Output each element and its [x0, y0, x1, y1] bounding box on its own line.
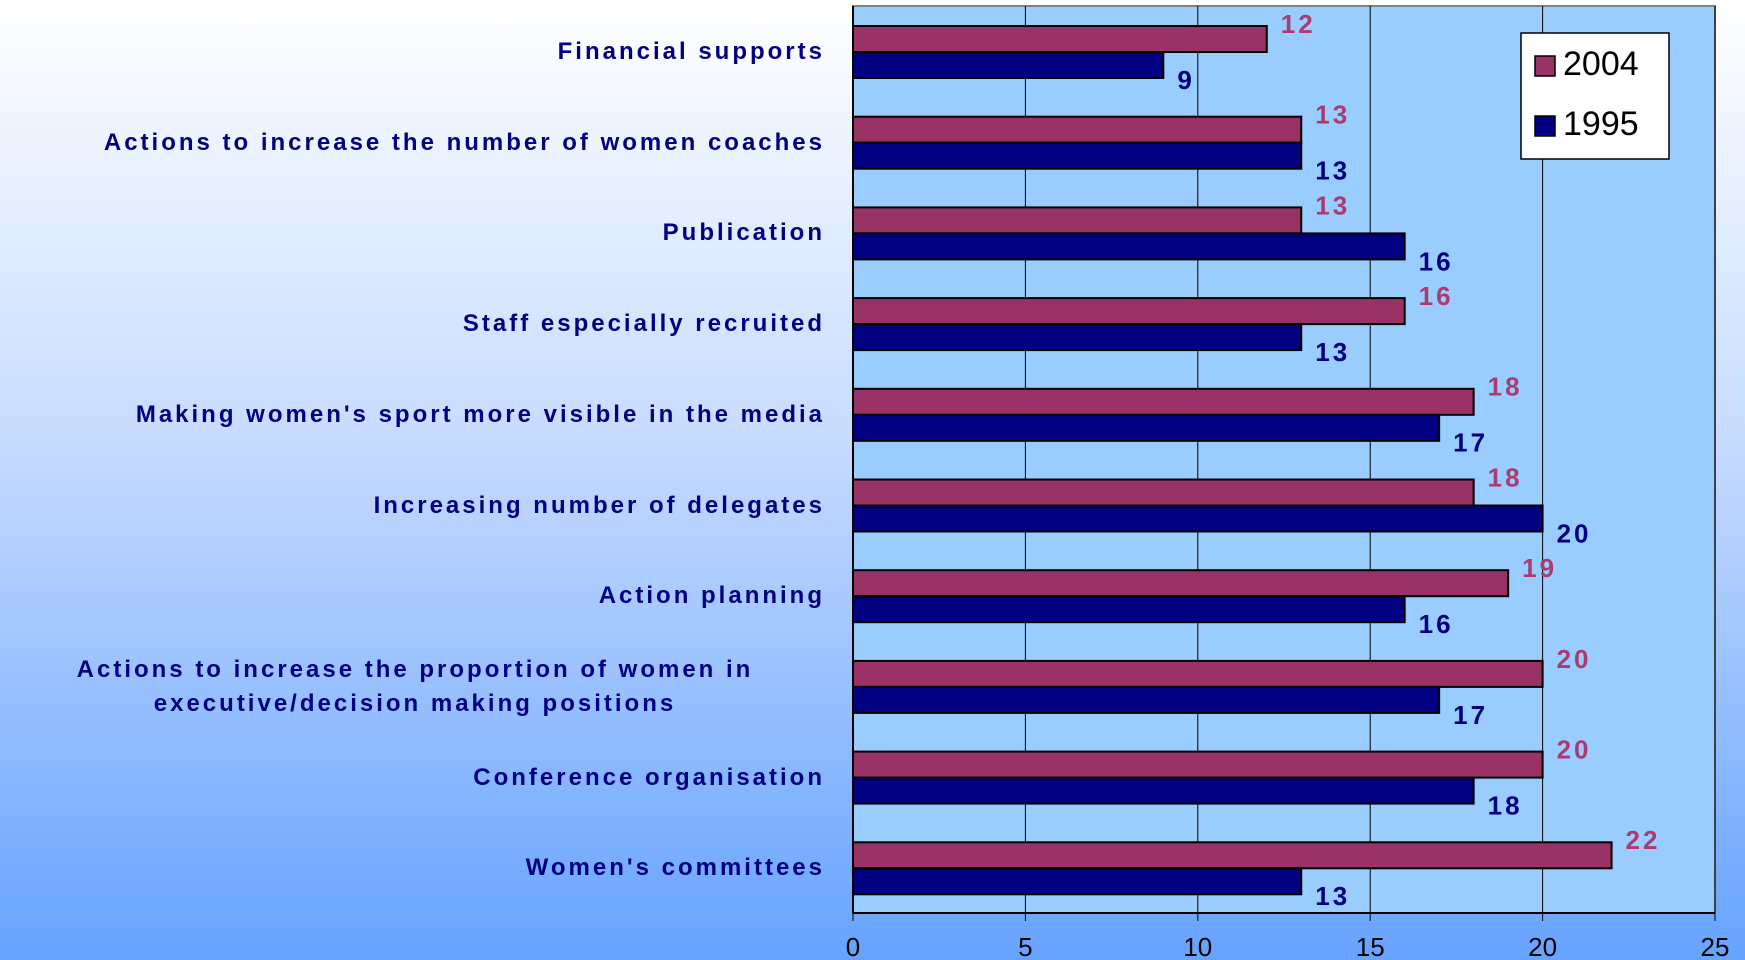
bar	[852, 659, 1544, 688]
data-label: 20	[1557, 734, 1592, 764]
x-tick-label: 10	[1183, 932, 1212, 960]
bar	[852, 750, 1544, 779]
bar	[852, 51, 1165, 79]
bar	[852, 478, 1475, 507]
x-tick-label: 20	[1528, 932, 1557, 960]
data-label: 13	[1315, 156, 1350, 186]
y-tick-label: Women's committees	[525, 854, 825, 882]
data-label: 20	[1557, 644, 1592, 674]
x-tick-label: 25	[1701, 932, 1730, 960]
data-label: 18	[1488, 790, 1523, 820]
x-tick-label: 15	[1356, 932, 1385, 960]
data-label: 16	[1419, 609, 1454, 639]
data-label: 9	[1177, 65, 1194, 95]
y-tick-label: Actions to increase the proportion of wo…	[76, 655, 754, 717]
data-label: 17	[1453, 700, 1488, 730]
y-tick-label: Increasing number of delegates	[373, 491, 825, 519]
bar	[852, 504, 1544, 533]
x-tick-label: 0	[846, 932, 860, 960]
bar	[852, 387, 1475, 416]
bar	[852, 413, 1441, 442]
y-tick-label: Publication	[662, 219, 825, 247]
legend-swatch	[1534, 55, 1556, 77]
y-tick-label: Action planning	[598, 582, 825, 610]
y-tick-label: Conference organisation	[473, 763, 825, 791]
bar	[852, 323, 1303, 352]
bar	[852, 297, 1406, 326]
data-label: 18	[1488, 372, 1523, 402]
data-label: 20	[1557, 518, 1592, 548]
bar	[852, 569, 1510, 598]
bar	[852, 867, 1303, 896]
legend-box	[1520, 32, 1670, 160]
data-label: 19	[1522, 553, 1557, 583]
bar	[852, 141, 1303, 170]
bar	[852, 841, 1613, 870]
data-label: 13	[1315, 190, 1350, 220]
data-label: 22	[1626, 825, 1661, 855]
bar	[852, 206, 1303, 235]
data-label: 16	[1419, 246, 1454, 276]
bar	[852, 595, 1406, 624]
data-label: 18	[1488, 462, 1523, 492]
bar	[852, 685, 1441, 714]
y-tick-label: Financial supports	[557, 38, 825, 65]
x-tick-label: 5	[1018, 932, 1032, 960]
legend-label: 1995	[1563, 105, 1639, 143]
data-label: 17	[1453, 428, 1488, 458]
bar	[852, 115, 1303, 144]
data-label: 13	[1315, 337, 1350, 367]
y-tick-label: Actions to increase the number of women …	[103, 128, 825, 156]
bar	[852, 776, 1475, 805]
data-label: 13	[1315, 100, 1350, 130]
data-label: 12	[1281, 9, 1316, 39]
bar	[852, 25, 1268, 53]
data-label: 13	[1315, 881, 1350, 911]
data-label: 16	[1419, 281, 1454, 311]
legend-swatch	[1534, 115, 1556, 137]
y-tick-label: Making women's sport more visible in the…	[135, 400, 825, 428]
bar	[852, 232, 1406, 261]
legend-label: 2004	[1563, 45, 1639, 83]
y-tick-label: Staff especially recruited	[462, 310, 825, 338]
